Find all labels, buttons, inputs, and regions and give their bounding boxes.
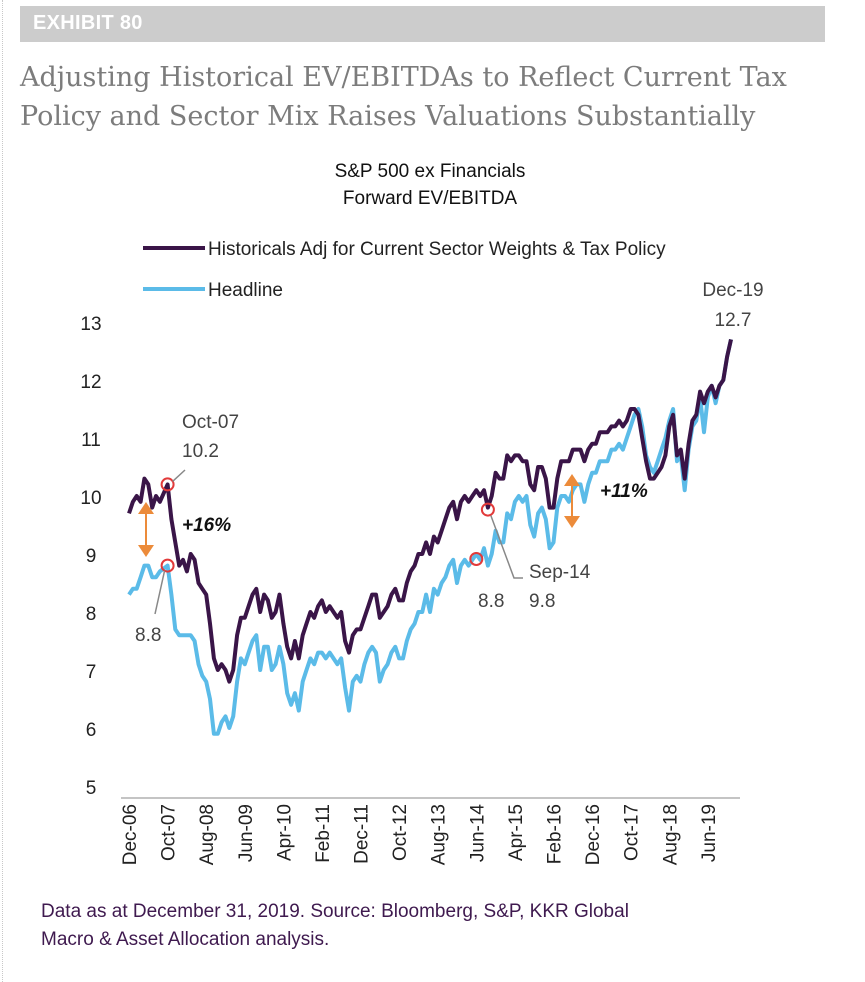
x-tick-label: Oct-17	[622, 804, 643, 861]
exhibit-header-bar: EXHIBIT 80	[20, 6, 825, 42]
ev-ebitda-line-chart: Historicals Adj for Current Sector Weigh…	[80, 239, 764, 865]
chart-series	[127, 338, 733, 736]
x-tick-label: Jun-09	[236, 804, 257, 862]
footnote-line: Data as at December 31, 2019. Source: Bl…	[41, 901, 629, 922]
y-tick-label: 6	[86, 720, 97, 741]
x-tick-label: Jun-14	[467, 804, 488, 863]
x-tick-label: Feb-16	[544, 804, 565, 864]
oct07-headline-leader	[154, 570, 166, 615]
exhibit-title-line: Policy and Sector Mix Raises Valuations …	[20, 101, 756, 132]
dec19-value-label: 12.7	[715, 310, 752, 331]
dec19-date-label: Dec-19	[702, 280, 763, 301]
chart-axes: 5 6 7 8 9 10 11 12 13 Dec-06 Oct-07 Aug-08 Jun-09 Apr…	[80, 314, 740, 865]
adjusted-series-line	[127, 338, 733, 684]
headline-series-line	[127, 338, 733, 736]
sep14-leader-line	[490, 515, 523, 579]
chart-legend: Historicals Adj for Current Sector Weigh…	[143, 239, 666, 301]
x-tick-label: Apr-15	[506, 804, 527, 861]
exhibit-title: Adjusting Historical EV/EBITDAs to Refle…	[20, 58, 840, 136]
oct07-adjusted-marker	[160, 477, 175, 492]
jun14-headline-value: 8.8	[478, 591, 504, 612]
chart-annotations: Oct-07 10.2 8.8 +16% 8.8 Sep-14 9.8 +11% Dec-19 1…	[135, 280, 764, 646]
sep14-adjusted-marker	[480, 502, 495, 517]
gap-2016-label: +11%	[600, 481, 648, 502]
chart-title-line: Forward EV/EBITDA	[342, 188, 518, 209]
oct07-value-label: 10.2	[182, 441, 219, 462]
source-footnote: Data as at December 31, 2019. Source: Bl…	[41, 898, 831, 954]
y-tick-label: 8	[86, 604, 97, 625]
legend-label-adjusted: Historicals Adj for Current Sector Weigh…	[208, 239, 666, 260]
x-tick-label: Oct-07	[159, 804, 180, 861]
gap-2007-arrow-head-up	[138, 502, 154, 514]
x-tick-label: Aug-08	[197, 804, 218, 865]
x-tick-label: Dec-11	[352, 804, 373, 864]
gap-2016-arrow-head-down	[564, 516, 580, 528]
x-tick-label: Aug-13	[429, 804, 450, 865]
oct07-headline-value: 8.8	[135, 625, 161, 646]
y-tick-label: 13	[80, 314, 101, 335]
y-tick-label: 12	[80, 372, 101, 393]
exhibit-title-line: Adjusting Historical EV/EBITDAs to Refle…	[20, 62, 787, 93]
jun14-headline-marker	[469, 552, 484, 566]
exhibit-label: EXHIBIT 80	[33, 12, 143, 34]
footnote-line: Macro & Asset Allocation analysis.	[41, 929, 330, 950]
y-tick-label: 10	[80, 488, 101, 509]
x-tick-label: Feb-11	[313, 804, 334, 863]
oct07-date-label: Oct-07	[182, 412, 239, 433]
gap-2016-arrow-head-up	[564, 474, 580, 486]
x-tick-label: Dec-16	[583, 804, 604, 865]
sep14-date-label: Sep-14	[529, 562, 591, 583]
y-tick-label: 9	[86, 546, 97, 567]
y-tick-label: 11	[81, 430, 101, 451]
oct07-headline-marker	[160, 558, 175, 573]
chart-title: S&P 500 ex Financials Forward EV/EBITDA	[200, 158, 660, 212]
chart-title-line: S&P 500 ex Financials	[334, 161, 526, 182]
x-tick-label: Apr-10	[274, 804, 295, 861]
x-tick-label: Aug-18	[660, 804, 681, 865]
y-tick-label: 5	[86, 778, 97, 799]
legend-label-headline: Headline	[208, 280, 283, 301]
gap-2007-label: +16%	[182, 515, 231, 536]
y-tick-label: 7	[86, 662, 97, 683]
oct07-leader-line	[172, 469, 186, 482]
x-tick-label: Jun-19	[699, 804, 720, 862]
gap-2007-arrow-head-down	[138, 545, 154, 557]
left-page-rule	[2, 0, 3, 982]
sep14-value-label: 9.8	[529, 591, 555, 612]
x-tick-label: Dec-06	[120, 804, 141, 865]
x-tick-label: Oct-12	[390, 804, 411, 861]
